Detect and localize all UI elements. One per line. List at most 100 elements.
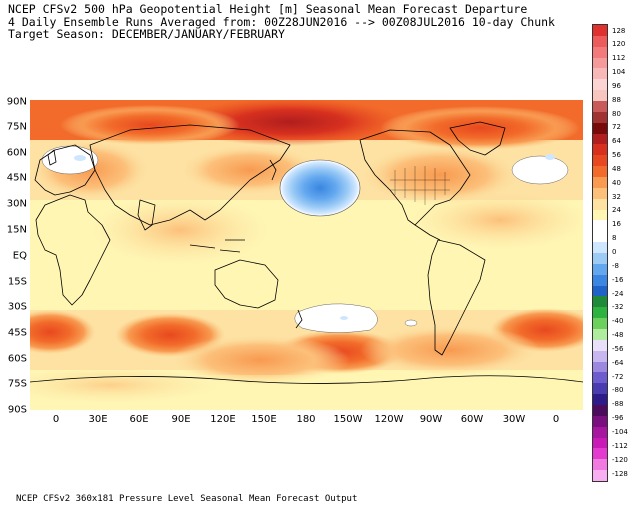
colorbar-cell [593, 90, 607, 102]
colorbar-tick-label: -64 [612, 358, 624, 367]
lon-label-60e: 60E [129, 414, 149, 425]
colorbar-tick-label: 104 [612, 68, 626, 77]
north-pacific-negative [279, 159, 361, 217]
lon-label-30e: 30E [88, 414, 108, 425]
lat-label-60n: 60N [6, 147, 27, 159]
colorbar-tick-label: 88 [612, 95, 621, 104]
colorbar-tick-label: 80 [612, 109, 621, 118]
colorbar-tick-label: 32 [612, 192, 621, 201]
colorbar-cell [593, 253, 607, 265]
coastlines [30, 121, 583, 384]
colorbar-tick-label: 64 [612, 137, 621, 146]
lon-label-180: 180 [296, 414, 316, 425]
lat-label-eq: EQ [12, 250, 27, 262]
colorbar-cell [593, 405, 607, 417]
colorbar-cell [593, 177, 607, 189]
colorbar-tick-label: 0 [612, 248, 617, 256]
colorbar-tick-label: 56 [612, 151, 621, 160]
colorbar-cell [593, 111, 607, 124]
colorbar [592, 24, 608, 482]
colorbar-tick-label: -24 [612, 289, 624, 298]
colorbar-cell [593, 209, 607, 221]
colorbar-cell [593, 394, 607, 406]
lat-label-75s: 75S [7, 378, 27, 390]
colorbar-cell [593, 242, 607, 254]
colorbar-tick-label: 120 [612, 40, 626, 49]
lat-label-90s: 90S [7, 404, 27, 416]
colorbar-cell [593, 155, 607, 167]
us-state-lines [390, 166, 450, 205]
colorbar-cell [593, 79, 607, 91]
colorbar-tick-label: 8 [612, 234, 617, 243]
colorbar-cell [593, 101, 607, 113]
arctic-maximum [180, 100, 400, 146]
colorbar-cell [593, 448, 607, 460]
colorbar-cell [593, 415, 607, 428]
colorbar-tick-label: -40 [612, 317, 624, 326]
colorbar-tick-label: -56 [612, 344, 624, 353]
colorbar-cell [593, 318, 607, 330]
colorbar-cell [593, 459, 607, 471]
colorbar-tick-label: -32 [612, 303, 624, 312]
lat-label-30s: 30S [7, 301, 27, 313]
colorbar-cell [593, 263, 607, 276]
colorbar-cell [593, 46, 607, 59]
colorbar-cell [593, 166, 607, 178]
lon-label-30w: 30W [502, 414, 526, 425]
colorbar-cell [593, 220, 607, 232]
lat-label-15s: 15S [7, 276, 27, 288]
colorbar-tick-label: 128 [612, 26, 626, 35]
colorbar-cell [593, 285, 607, 297]
footer-caption: NCEP CFSv2 360x181 Pressure Level Season… [16, 494, 358, 504]
forecast-map [30, 100, 583, 410]
lon-label-60w: 60W [460, 414, 484, 425]
lat-label-45n: 45N [6, 172, 27, 184]
lat-label-45s: 45S [7, 327, 27, 339]
lat-label-90n: 90N [6, 96, 27, 108]
colorbar-cell [593, 133, 607, 145]
colorbar-cell [593, 383, 607, 395]
colorbar-cell [593, 144, 607, 156]
antarctica [30, 375, 583, 410]
colorbar-tick-label: -72 [612, 372, 624, 381]
colorbar-tick-label: 40 [612, 178, 621, 187]
lat-label-15n: 15N [6, 224, 27, 236]
south-pacific-negative [294, 303, 378, 333]
lon-label-0: 0 [52, 414, 60, 425]
lon-label-90w: 90W [419, 414, 443, 425]
colorbar-cell [593, 122, 607, 135]
colorbar-cell [593, 68, 607, 80]
colorbar-tick-label: -112 [612, 441, 628, 450]
colorbar-cell [593, 231, 607, 243]
colorbar-cell [593, 307, 607, 319]
lon-label-150w: 150W [333, 414, 363, 425]
southern-anomaly-1 [30, 310, 95, 354]
colorbar-cell [593, 329, 607, 341]
colorbar-cell [593, 372, 607, 384]
colorbar-cell [593, 57, 607, 69]
map-title: NCEP CFSv2 500 hPa Geopotential Height [… [8, 2, 555, 41]
lat-label-30n: 30N [6, 198, 27, 210]
lon-label-120e: 120E [210, 414, 236, 425]
colorbar-cell [593, 361, 607, 373]
colorbar-tick-label: 16 [612, 220, 621, 229]
lon-label-150e: 150E [251, 414, 277, 425]
lat-label-75n: 75N [6, 121, 27, 133]
colorbar-tick-label: 96 [612, 81, 621, 90]
lat-label-60s: 60S [7, 353, 27, 365]
colorbar-tick-label: -8 [612, 261, 619, 270]
colorbar-tick-label: -16 [612, 275, 624, 284]
colorbar-cell [593, 198, 607, 211]
lon-label-0-end: 0 [552, 414, 560, 425]
colorbar-cell [593, 339, 607, 352]
lon-label-120w: 120W [374, 414, 404, 425]
colorbar-tick-label: 72 [612, 123, 621, 132]
colorbar-cell [593, 437, 607, 449]
colorbar-cell [593, 25, 607, 37]
colorbar-cell [593, 274, 607, 287]
colorbar-cell [593, 187, 607, 200]
colorbar-cell [593, 426, 607, 439]
colorbar-tick-label: -120 [612, 455, 628, 464]
colorbar-tick-label: -96 [612, 414, 624, 423]
colorbar-cell [593, 296, 607, 308]
